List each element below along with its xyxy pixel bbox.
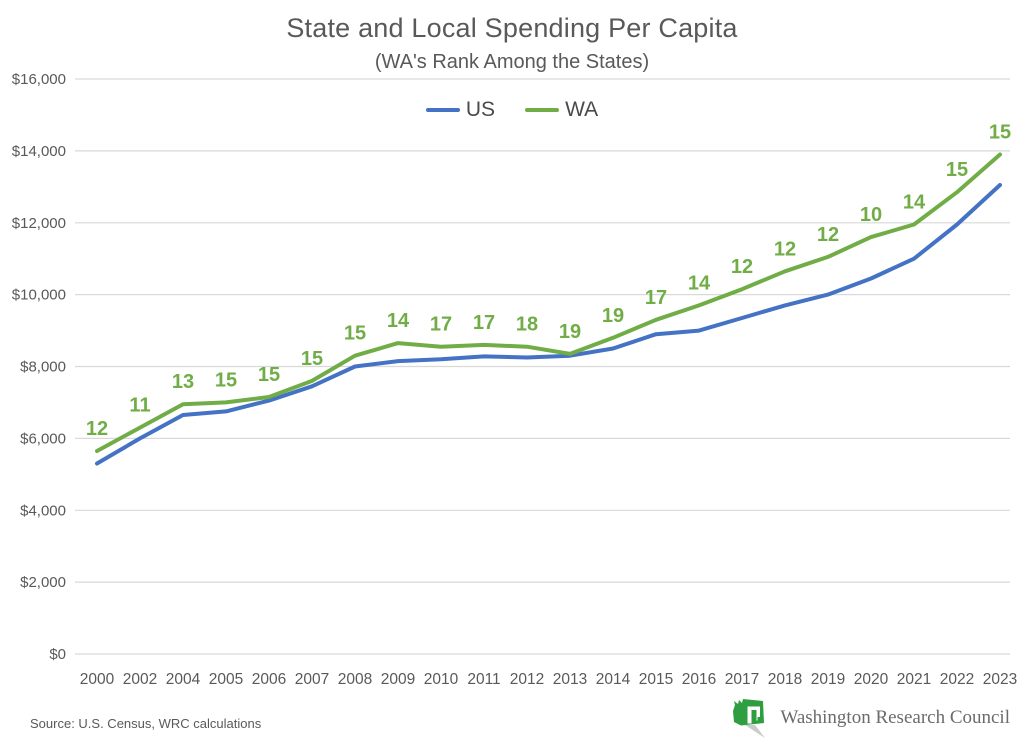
wrc-logo: Washington Research Council bbox=[730, 697, 1010, 739]
wa-rank-label: 15 bbox=[946, 159, 968, 181]
logo-arch-shape bbox=[747, 706, 761, 724]
x-axis-tick-label: 2006 bbox=[252, 671, 286, 688]
logo-arch-block bbox=[757, 717, 762, 721]
x-axis-tick-label: 2022 bbox=[940, 671, 974, 688]
wa-rank-label: 18 bbox=[516, 314, 538, 336]
y-axis-tick-label: $4,000 bbox=[20, 502, 66, 519]
x-axis-tick-label: 2021 bbox=[897, 671, 931, 688]
us-line bbox=[95, 183, 1002, 466]
wa-rank-label: 15 bbox=[301, 348, 323, 370]
x-axis-tick-label: 2009 bbox=[381, 671, 415, 688]
x-axis-tick-label: 2019 bbox=[811, 671, 845, 688]
wa-rank-label: 10 bbox=[860, 204, 882, 226]
x-axis-tick-label: 2004 bbox=[166, 671, 201, 688]
y-axis-tick-label: $14,000 bbox=[12, 143, 66, 160]
x-axis-tick-label: 2018 bbox=[768, 671, 802, 688]
wa-rank-label: 15 bbox=[989, 122, 1011, 144]
wa-line bbox=[95, 152, 1002, 453]
wa-rank-label: 17 bbox=[645, 287, 667, 309]
wa-rank-label: 19 bbox=[559, 321, 581, 343]
legend-label-wa: WA bbox=[565, 98, 599, 121]
legend-item-wa: WA bbox=[525, 98, 598, 122]
wa-rank-label: 13 bbox=[172, 371, 194, 393]
x-axis-tick-label: 2015 bbox=[639, 671, 673, 688]
wrc-logo-icon bbox=[733, 699, 766, 738]
wa-rank-label: 14 bbox=[903, 192, 926, 214]
x-axis-tick-label: 2020 bbox=[854, 671, 889, 688]
x-axis-tick-label: 2017 bbox=[725, 671, 759, 688]
legend-label-us: US bbox=[465, 98, 496, 121]
wa-rank-label: 17 bbox=[430, 314, 452, 336]
source-note: Source: U.S. Census, WRC calculations bbox=[30, 716, 262, 731]
logo-shadow-shape bbox=[745, 725, 766, 738]
x-axis-tick-label: 2016 bbox=[682, 671, 716, 688]
y-axis-tick-label: $2,000 bbox=[20, 574, 66, 591]
y-axis-tick-label: $16,000 bbox=[12, 71, 66, 88]
wa-rank-label: 12 bbox=[86, 418, 108, 440]
x-axis-tick-label: 2012 bbox=[510, 671, 544, 688]
y-axis-tick-label: $10,000 bbox=[12, 287, 66, 304]
wa-rank-label: 15 bbox=[258, 364, 280, 386]
wa-rank-label: 12 bbox=[817, 224, 839, 246]
x-axis-tick-label: 2005 bbox=[209, 671, 243, 688]
wa-rank-label: 14 bbox=[387, 310, 410, 332]
x-axis-tick-label: 2008 bbox=[338, 671, 372, 688]
wa-rank-label: 11 bbox=[129, 395, 150, 417]
wa-rank-label: 15 bbox=[344, 323, 366, 345]
x-axis-tick-label: 2002 bbox=[123, 671, 157, 688]
y-axis-tick-label: $6,000 bbox=[20, 430, 66, 447]
legend-item-us: US bbox=[425, 98, 496, 122]
y-axis-tick-label: $8,000 bbox=[20, 359, 66, 376]
wa-rank-label: 12 bbox=[774, 238, 796, 260]
us-line-swatch bbox=[425, 108, 460, 112]
y-axis-tick-label: $0 bbox=[49, 646, 66, 663]
x-axis-tick-label: 2014 bbox=[596, 671, 631, 688]
wa-rank-label: 12 bbox=[731, 256, 753, 278]
x-axis-tick-label: 2007 bbox=[295, 671, 329, 688]
chart-legend: US WA bbox=[0, 98, 1024, 122]
x-axis-tick-label: 2011 bbox=[467, 671, 500, 688]
chart-canvas: $0 $2,000 $4,000 $6,000 $8,000 $10,000 $12,000… bbox=[12, 71, 1017, 688]
wa-rank-label: 15 bbox=[215, 369, 237, 391]
y-axis-tick-label: $12,000 bbox=[12, 215, 66, 232]
wa-rank-label: 19 bbox=[602, 305, 624, 327]
x-axis-tick-label: 2013 bbox=[553, 671, 587, 688]
x-axis-tick-label: 2023 bbox=[983, 671, 1017, 688]
page-subtitle: (WA's Rank Among the States) bbox=[374, 51, 650, 73]
wa-line-swatch bbox=[525, 108, 560, 112]
wa-rank-label: 14 bbox=[688, 272, 711, 294]
page-title: State and Local Spending Per Capita bbox=[286, 13, 738, 43]
x-axis-tick-label: 2000 bbox=[80, 671, 115, 688]
x-axis-tick-label: 2010 bbox=[424, 671, 459, 688]
wrc-logo-text: Washington Research Council bbox=[780, 707, 1010, 728]
wa-rank-label: 17 bbox=[473, 312, 495, 334]
